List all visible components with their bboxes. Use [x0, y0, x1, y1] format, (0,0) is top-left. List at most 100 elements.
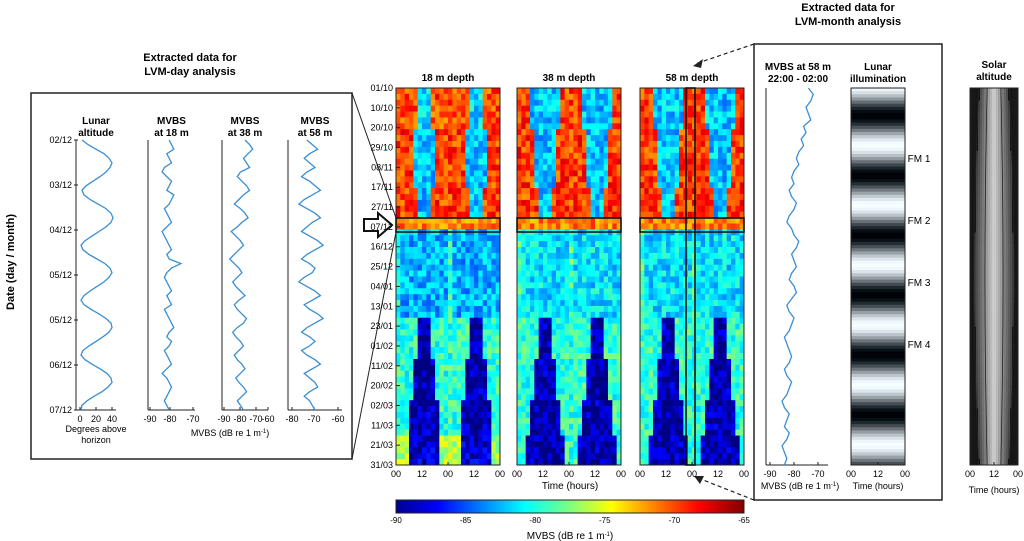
echogram-cell [469, 394, 475, 401]
echogram-cell [739, 111, 745, 118]
echogram-cell [661, 364, 667, 372]
echogram-cell [456, 400, 462, 407]
echogram-cell [603, 347, 609, 354]
echogram-cell [556, 317, 561, 324]
echogram-cell [439, 276, 444, 283]
echogram-cell [538, 117, 544, 124]
echogram-cell [556, 429, 561, 436]
echogram-cell [417, 400, 423, 407]
echogram-cell [687, 459, 693, 466]
echogram-cell [603, 117, 609, 124]
echogram-cell [644, 406, 649, 413]
echogram-cell [705, 99, 710, 106]
echogram-cell [478, 88, 483, 95]
echogram-cell [435, 88, 440, 95]
echogram-cell [547, 205, 552, 212]
echogram-cell [443, 394, 449, 401]
echogram-cell [670, 358, 675, 366]
echogram-cell [586, 364, 591, 372]
echogram-cell [573, 276, 578, 283]
echogram-cell [616, 305, 622, 313]
echogram-cell [674, 305, 680, 313]
echogram-cell [422, 388, 427, 395]
echogram-cell [590, 453, 596, 460]
echogram-cell [461, 223, 466, 230]
echogram-cell [495, 394, 501, 401]
echogram-cell [551, 294, 557, 301]
echogram-cell [560, 353, 565, 360]
echogram-cell [547, 264, 552, 271]
echogram-cell [422, 176, 427, 183]
echogram-cell [644, 170, 649, 177]
echogram-cell [560, 364, 565, 372]
echogram-cell [396, 335, 401, 342]
echogram-cell [666, 199, 671, 207]
echogram-cell [726, 176, 732, 183]
echogram-cell [590, 382, 596, 389]
echogram-cell [679, 93, 684, 101]
echogram-cell [726, 264, 732, 271]
echogram-cell [644, 146, 649, 154]
echogram-cell [396, 453, 401, 460]
echogram-cell [564, 288, 570, 295]
echogram-cell [491, 323, 496, 330]
echogram-cell [530, 117, 535, 124]
echogram-cell [700, 394, 706, 401]
solar-cell [976, 88, 979, 95]
echogram-cell [705, 146, 710, 154]
echogram-cell [426, 235, 431, 242]
echogram-cell [525, 141, 531, 148]
echogram-cell [456, 194, 462, 201]
echogram-cell [417, 123, 423, 130]
lunar-illum-band [851, 229, 905, 233]
echogram-cell [739, 364, 745, 372]
echogram-cell [666, 164, 671, 171]
echogram-cell [534, 276, 539, 283]
echogram-cell [726, 370, 732, 377]
lunar-illum-band [851, 433, 905, 438]
echogram-cell [687, 247, 693, 254]
echogram-cell [709, 123, 714, 130]
echogram-cell [517, 417, 522, 425]
echogram-cell [739, 194, 745, 201]
echogram-cell [465, 417, 470, 425]
echogram-cell [739, 258, 745, 266]
echogram-cell [551, 282, 557, 289]
echogram-cell [661, 288, 667, 295]
echogram-cell [430, 329, 436, 336]
echogram-cell [461, 311, 466, 319]
echogram-cell [586, 441, 591, 448]
echogram-cell [465, 435, 470, 442]
echogram-cell [687, 123, 693, 130]
echogram-cell [648, 188, 654, 195]
echogram-cell [435, 105, 440, 112]
lunar-illum-band [851, 226, 905, 230]
echogram-cell [413, 364, 418, 372]
echogram-cell [687, 241, 693, 248]
echogram-cell [573, 417, 578, 425]
echogram-cell [657, 247, 662, 254]
echogram-cell [461, 164, 466, 171]
echogram-cell [556, 276, 561, 283]
echogram-cell [404, 376, 410, 383]
echogram-cell [530, 382, 535, 389]
echogram-cell [443, 182, 449, 189]
echogram-cell [661, 123, 667, 130]
echogram-cell [612, 129, 617, 136]
lunar-illum-band [851, 125, 905, 130]
echogram-cell [595, 429, 600, 436]
echogram-cell [495, 111, 501, 118]
echogram-cell [653, 217, 658, 224]
echogram-cell [456, 188, 462, 195]
echogram-cell [547, 129, 552, 136]
echogram-cell [599, 164, 604, 171]
echogram-cell [487, 335, 492, 342]
echogram-cell [448, 382, 453, 389]
echogram-cell [560, 288, 565, 295]
echogram-cell [726, 199, 732, 207]
echogram-cell [735, 141, 740, 148]
echogram-cell [573, 211, 578, 218]
echogram-cell [487, 353, 492, 360]
echogram-cell [560, 417, 565, 425]
echogram-cell [530, 152, 535, 159]
